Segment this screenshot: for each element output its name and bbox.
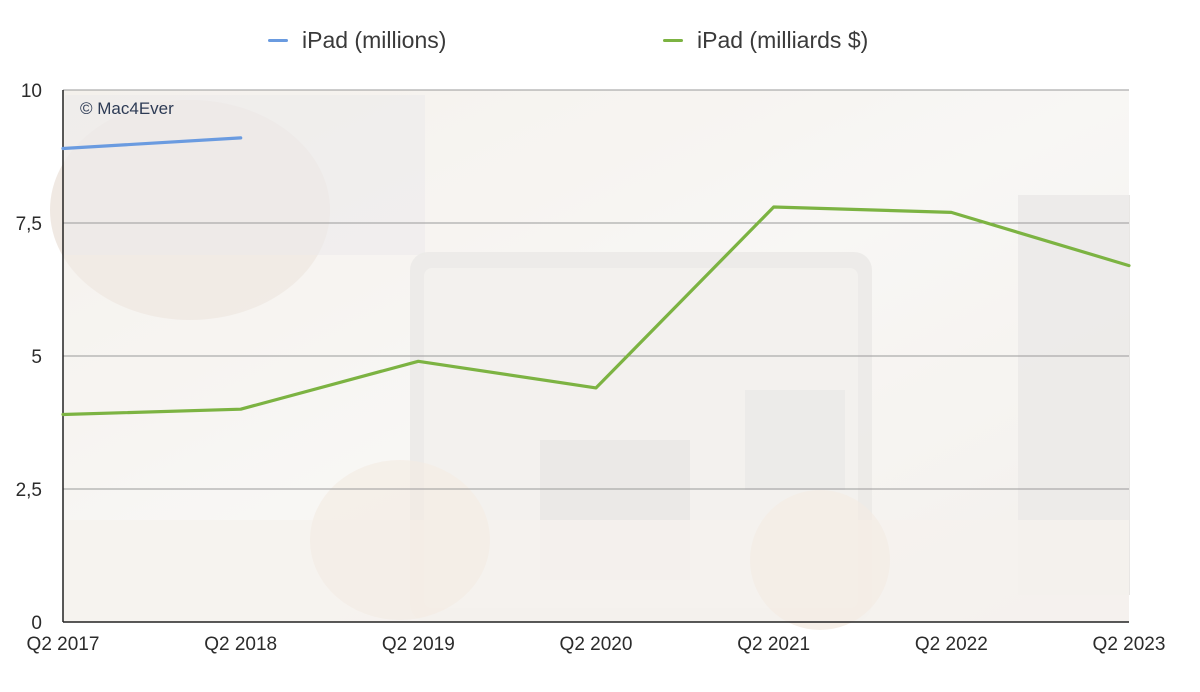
legend-item-ipad-millions: iPad (millions) (268, 24, 446, 56)
x-tick-label: Q2 2021 (737, 634, 810, 655)
legend-label: iPad (milliards $) (697, 26, 869, 53)
x-tick-label: Q2 2018 (204, 634, 277, 655)
watermark: © Mac4Ever (80, 99, 174, 118)
legend-item-ipad-milliards: iPad (milliards $) (663, 24, 868, 56)
y-tick-label: 2,5 (16, 480, 42, 501)
x-tick-label: Q2 2017 (27, 634, 100, 655)
background-photo (50, 90, 1130, 630)
x-tick-label: Q2 2020 (560, 634, 633, 655)
legend: iPad (millions) iPad (milliards $) (0, 24, 1200, 56)
grid (63, 89, 1129, 490)
series-lines (61, 136, 1131, 417)
y-tick-label: 10 (21, 81, 42, 102)
legend-swatch (663, 38, 683, 42)
series-line-ipad-milliards (61, 205, 1131, 417)
x-tick-label: Q2 2019 (382, 634, 455, 655)
x-tick-label: Q2 2023 (1093, 634, 1166, 655)
series-line-ipad-millions (61, 136, 243, 151)
y-axis: 0 2,5 5 7,5 10 (16, 81, 64, 634)
legend-label: iPad (millions) (302, 26, 447, 53)
y-tick-label: 0 (31, 613, 42, 634)
legend-swatch (268, 38, 288, 42)
y-tick-label: 5 (31, 347, 42, 368)
x-tick-label: Q2 2022 (915, 634, 988, 655)
x-axis: Q2 2017 Q2 2018 Q2 2019 Q2 2020 Q2 2021 Q2 20… (27, 621, 1166, 655)
y-tick-label: 7,5 (16, 214, 42, 235)
